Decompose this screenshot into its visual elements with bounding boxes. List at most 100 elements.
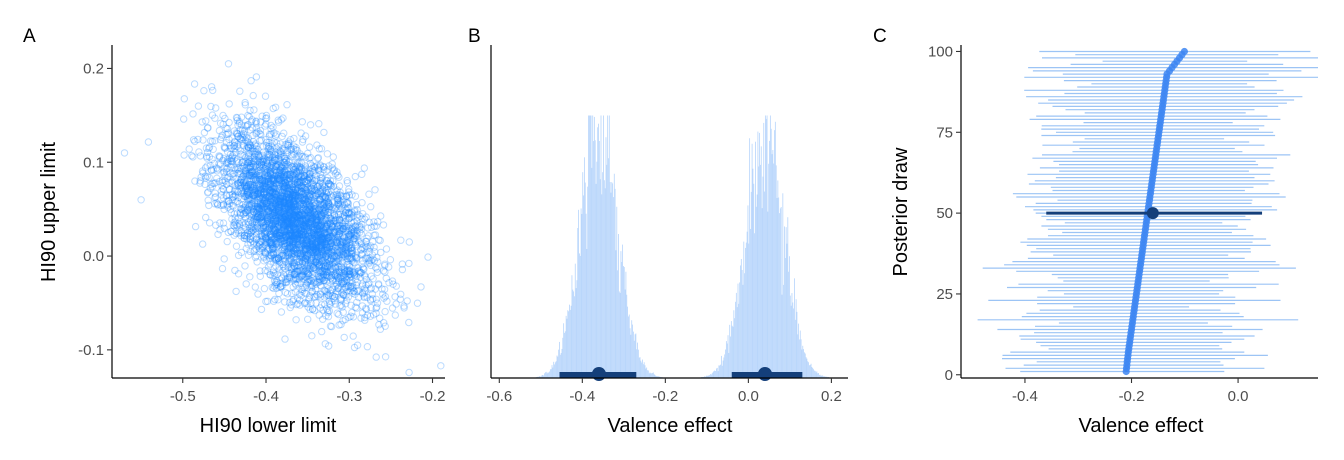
scatter-point <box>351 303 360 311</box>
scatter-point <box>255 162 264 171</box>
scatter-point <box>295 225 303 233</box>
scatter-point <box>340 278 348 286</box>
scatter-point <box>260 203 268 211</box>
scatter-point <box>295 183 303 192</box>
scatter-point <box>261 229 269 237</box>
scatter-point <box>268 188 276 197</box>
scatter-point <box>253 176 261 185</box>
scatter-point <box>252 182 261 190</box>
scatter-point <box>259 182 267 191</box>
scatter-point <box>279 198 288 206</box>
scatter-point <box>298 204 307 213</box>
scatter-point <box>269 185 278 193</box>
scatter-point <box>300 224 309 233</box>
scatter-point <box>304 214 312 222</box>
scatter-point <box>301 273 309 281</box>
scatter-point <box>265 244 274 253</box>
scatter-point <box>261 206 269 214</box>
scatter-point <box>234 121 242 130</box>
scatter-point <box>242 182 251 190</box>
scatter-point <box>298 287 306 295</box>
scatter-point <box>320 248 329 256</box>
histogram-bar <box>618 291 620 378</box>
scatter-point <box>268 171 276 179</box>
scatter-point <box>237 229 246 237</box>
scatter-point <box>284 231 292 239</box>
scatter-point <box>376 325 385 333</box>
scatter-point <box>316 196 324 204</box>
scatter-point <box>323 197 331 206</box>
scatter-point <box>291 186 300 194</box>
scatter-point <box>308 210 317 218</box>
histogram-bar <box>564 331 566 378</box>
scatter-point <box>344 255 352 263</box>
scatter-point <box>284 205 293 214</box>
scatter-point <box>252 168 261 176</box>
histogram-bar <box>741 269 743 378</box>
scatter-point <box>265 236 274 245</box>
scatter-point <box>333 227 342 236</box>
scatter-point <box>268 202 276 210</box>
histogram-bar <box>752 168 754 378</box>
scatter-point <box>304 243 312 251</box>
scatter-point <box>261 210 269 219</box>
scatter-point <box>319 241 327 249</box>
scatter-point <box>302 255 310 263</box>
scatter-point <box>279 146 288 155</box>
scatter-point <box>234 214 243 222</box>
histogram-bar <box>790 305 792 378</box>
scatter-point <box>310 192 318 200</box>
scatter-point <box>299 204 307 213</box>
histogram-bar <box>641 362 643 378</box>
scatter-point <box>271 162 280 171</box>
scatter-point <box>227 157 236 165</box>
scatter-point <box>250 182 258 190</box>
histogram-bar <box>756 194 758 378</box>
scatter-point <box>260 184 268 192</box>
scatter-point <box>275 158 283 166</box>
scatter-point <box>256 171 264 180</box>
scatter-point <box>295 237 304 246</box>
scatter-point <box>286 223 294 232</box>
scatter-point <box>271 205 279 214</box>
histogram-bar <box>553 361 555 378</box>
scatter-point <box>289 218 297 226</box>
histogram-bar <box>625 271 627 378</box>
scatter-point <box>261 177 269 185</box>
scatter-point <box>256 137 264 145</box>
scatter-point <box>245 172 253 180</box>
scatter-point <box>284 274 292 282</box>
scatter-point <box>337 242 346 250</box>
scatter-point <box>333 239 341 247</box>
scatter-point <box>350 259 359 267</box>
scatter-point <box>260 181 269 190</box>
scatter-point <box>301 247 310 255</box>
scatter-point <box>311 232 319 240</box>
scatter-point <box>284 244 292 253</box>
scatter-point <box>212 104 220 112</box>
scatter-point <box>265 212 274 220</box>
scatter-point <box>324 282 332 290</box>
histogram-bar <box>552 367 554 378</box>
scatter-point <box>320 221 329 229</box>
scatter-point <box>293 231 301 239</box>
scatter-point <box>251 155 259 164</box>
scatter-point <box>298 231 306 239</box>
scatter-point <box>282 219 290 228</box>
scatter-point <box>248 171 256 180</box>
scatter-point <box>325 272 334 281</box>
scatter-point <box>281 298 289 306</box>
scatter-point <box>288 268 296 277</box>
scatter-point <box>224 158 233 166</box>
scatter-point <box>276 171 284 179</box>
histogram-bar <box>725 341 727 378</box>
scatter-point <box>315 261 323 269</box>
histogram-bar <box>748 243 750 378</box>
scatter-point <box>240 178 248 186</box>
scatter-point <box>362 275 371 284</box>
histogram-bar <box>649 372 651 378</box>
scatter-point <box>296 267 304 275</box>
scatter-point <box>344 222 352 230</box>
scatter-point <box>312 225 321 234</box>
scatter-point <box>276 140 285 148</box>
